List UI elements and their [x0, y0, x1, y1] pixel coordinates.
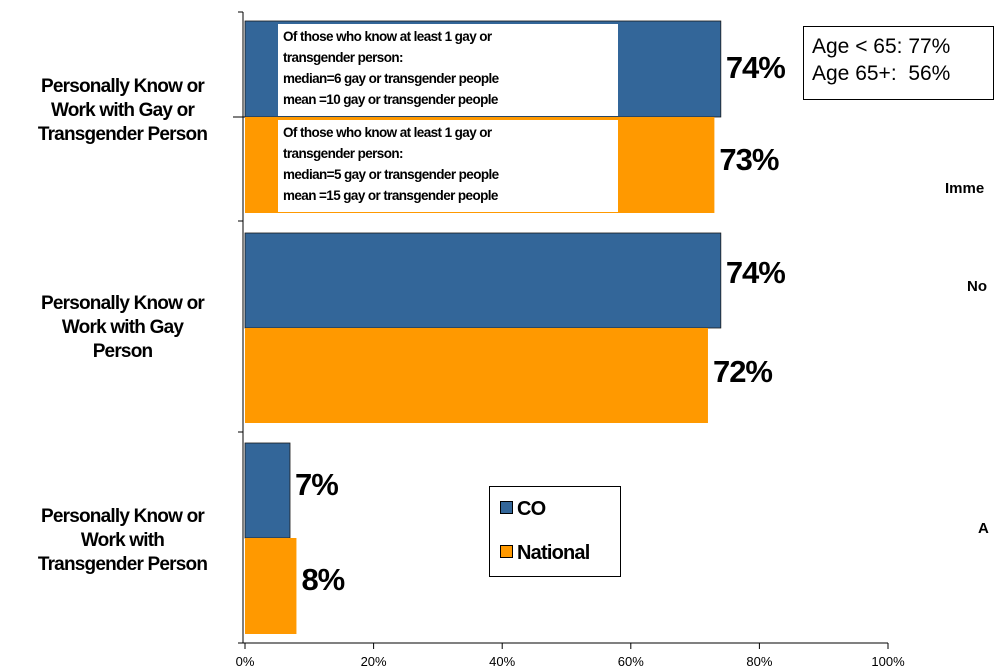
x-tick-label: 100% [871, 654, 905, 669]
data-label-co-0: 74% [726, 50, 785, 85]
age-callout-line: Age 65+: 56% [812, 62, 951, 85]
x-tick-label: 40% [489, 654, 515, 669]
co-note-line: median=6 gay or transgender people [283, 71, 499, 86]
legend: CO National [489, 486, 621, 577]
age-callout-line: Age < 65: 77% [812, 35, 951, 58]
data-label-co-1: 74% [726, 255, 785, 290]
category-label-gay-or-transgender: Personally Know or Work with Gay or Tran… [37, 76, 208, 145]
national-note-line: median=5 gay or transgender people [283, 167, 499, 182]
legend-item-national: National [500, 542, 590, 565]
cut-off-text: No [967, 278, 987, 295]
co-note-line: Of those who know at least 1 gay or [283, 29, 492, 44]
category-label-gay: Personally Know or Work with Gay Person [41, 293, 205, 362]
age-callout-box: Age < 65: 77% Age 65+: 56% [803, 26, 994, 100]
bar-national-1 [245, 328, 708, 423]
x-tick-label: 60% [618, 654, 644, 669]
data-label-national-0: 73% [719, 142, 778, 177]
national-note-line: mean =15 gay or transgender people [283, 188, 498, 203]
x-tick-label: 80% [746, 654, 772, 669]
national-note-line: transgender person: [283, 146, 403, 161]
co-note-line: transgender person: [283, 50, 403, 65]
data-label-national-2: 8% [301, 562, 344, 597]
category-label-transgender: Personally Know or Work with Transgender… [37, 506, 208, 575]
co-note-line: mean =10 gay or transgender people [283, 92, 498, 107]
data-label-national-1: 72% [713, 354, 772, 389]
bar-national-2 [245, 538, 297, 634]
bar-co-1 [244, 232, 722, 329]
x-tick-label: 20% [361, 654, 387, 669]
cut-off-text: Imme [945, 180, 985, 197]
national-note-line: Of those who know at least 1 gay or [283, 125, 492, 140]
bar-co-2 [244, 442, 291, 539]
legend-swatch-co [500, 501, 513, 515]
x-tick-label: 0% [236, 654, 255, 669]
data-label-co-2: 7% [295, 467, 338, 502]
legend-item-co: CO [500, 498, 546, 521]
legend-swatch-national [500, 545, 513, 559]
cut-off-text: A [978, 520, 989, 537]
legend-label-national: National [517, 542, 590, 564]
national-stats-note: Of those who know at least 1 gay or tran… [278, 120, 618, 212]
co-stats-note: Of those who know at least 1 gay or tran… [278, 24, 618, 116]
legend-label-co: CO [517, 498, 546, 520]
